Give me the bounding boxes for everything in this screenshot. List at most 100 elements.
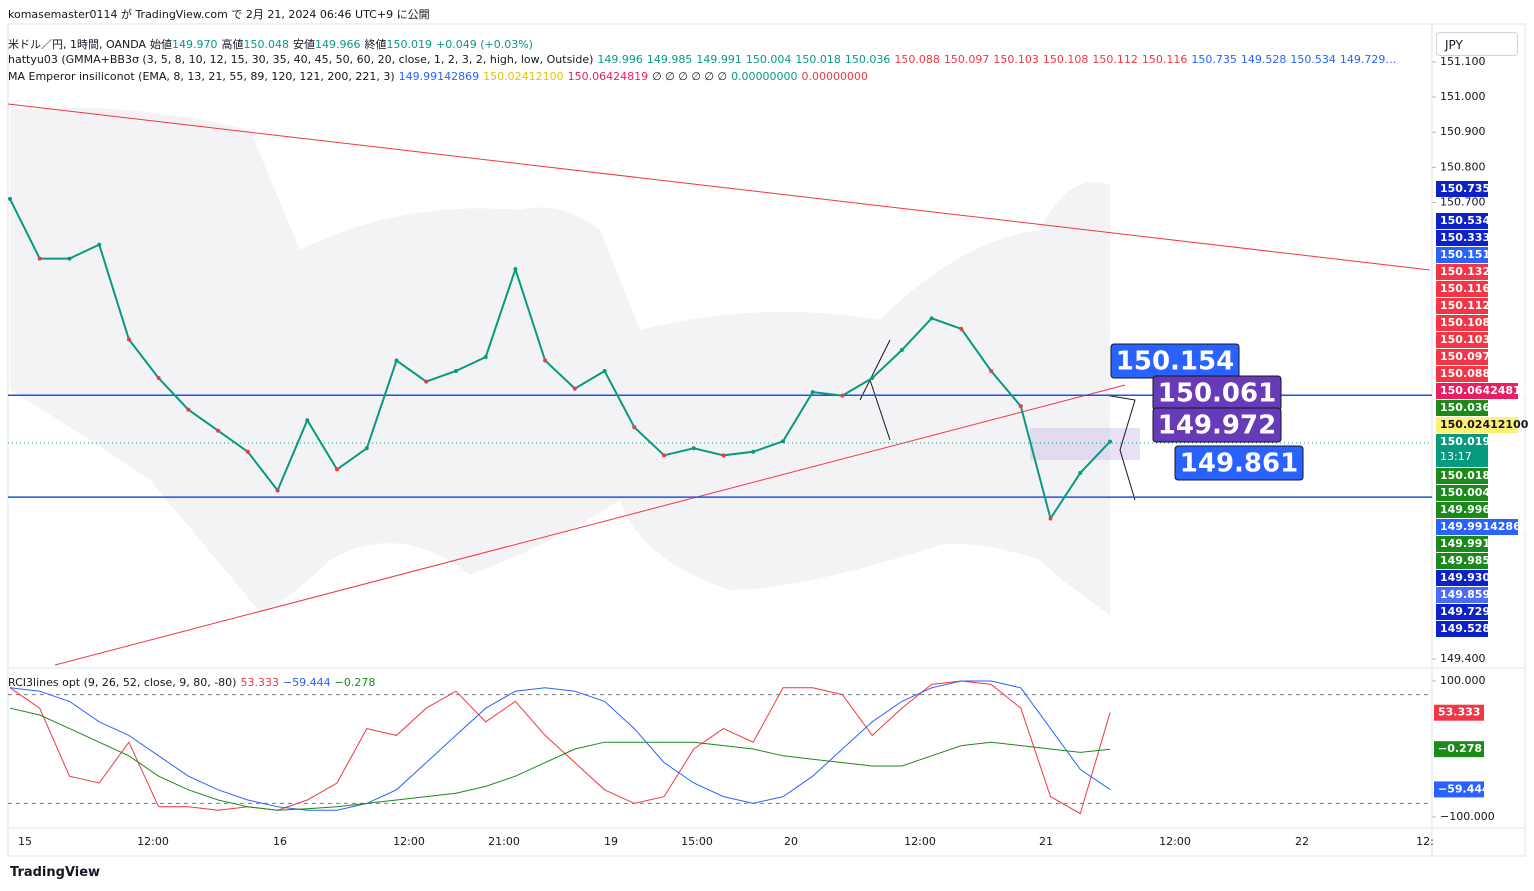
legend-line: RCI3lines opt (9, 26, 52, close, 9, 80, … [8,676,379,689]
price-point [394,358,399,363]
price-label-box [1436,587,1488,603]
time-label: 12:00 [904,835,936,848]
price-point [424,379,429,384]
price-label: 150.06424819 [1440,384,1528,397]
ohlc-label: 終値 [364,38,387,51]
y-tick-label: 151.100 [1440,55,1486,68]
price-point [721,453,726,458]
price-point [335,467,340,472]
rci-last-label: −0.278 [1438,742,1482,755]
price-label: 150.02412100 [1440,418,1529,431]
indicator-value: 150.06424819 [567,70,649,83]
rci-value: 53.333 [240,676,279,689]
price-label: 149.930 [1440,571,1490,584]
price-label: 150.004 [1440,486,1490,499]
countdown: 13:17 [1440,450,1472,463]
rci-last-box [1434,741,1484,758]
path-arrow [859,339,891,441]
time-label: 15 [18,835,32,848]
price-point [959,326,964,331]
price-label-box [1436,247,1488,263]
trendline [7,103,1431,271]
ohlc-value: 149.966 [315,38,361,51]
price-label: 150.097 [1440,350,1490,363]
indicator-value: 150.116 [1141,53,1188,66]
price-label: 149.99142869 [1440,520,1528,533]
price-point [513,267,518,272]
price-point [453,369,458,374]
time-label: 16 [273,835,287,848]
indicator-value: 150.036 [844,53,891,66]
y-tick-label: 151.000 [1440,90,1486,103]
price-label: 149.729 [1440,605,1490,618]
ohlc-label: 高値 [221,38,244,51]
price-point [840,393,845,398]
indicator-value: 150.097 [943,53,990,66]
price-label-box [1436,536,1488,552]
indicator-value: 150.02412100 [483,70,564,83]
rci-last-label: 53.333 [1438,706,1480,719]
change: +0.049 (+0.03%) [436,38,533,51]
price-label: 149.991 [1440,537,1490,550]
indicator-value: 150.735 [1191,53,1237,66]
indicator-value: 150.534 [1290,53,1336,66]
price-label-box [1436,281,1488,297]
callout-label: 149.861 [1180,449,1298,479]
price-point [37,256,42,261]
ohlc-value: 149.970 [172,38,218,51]
price-label: 149.996 [1440,503,1490,516]
rci-value: −0.278 [334,676,376,689]
price-point [156,376,161,381]
currency-selector[interactable]: JPY [1436,32,1518,56]
time-label: 12: [1416,835,1434,848]
price-label: 150.333 [1440,231,1490,244]
price-point [989,369,994,374]
price-label: 150.735 [1440,182,1490,195]
price-label: 150.534 [1440,214,1490,227]
price-point [245,449,250,454]
price-label-box [1436,417,1518,433]
rci-last-box [1434,781,1484,798]
rci-line [9,680,1111,815]
price-label: 150.103 [1440,333,1490,346]
price-point [1018,404,1023,409]
price-label-box [1436,332,1488,348]
indicator-value: 149.729… [1339,53,1397,66]
rci-line [9,680,1111,811]
price-label-box [1436,502,1488,518]
indicator-value: 150.108 [1042,53,1089,66]
indicator-value: 149.985 [646,53,693,66]
time-label: 12:00 [137,835,169,848]
callout-box [1174,445,1304,481]
ohlc-label: 始値 [150,38,173,51]
price-label: 149.528 [1440,622,1490,635]
time-label: 15:00 [681,835,713,848]
y-tick-label: 100.000 [1440,674,1486,687]
band-area [10,107,1110,615]
range-box [1030,428,1140,460]
price-point [632,425,637,430]
frame [7,23,1526,857]
price-point [8,196,12,201]
price-label-box [1436,298,1488,314]
y-tick-label: −100.000 [1440,810,1495,823]
indicator-value: ∅ ∅ ∅ ∅ ∅ ∅ [652,70,728,83]
indicator-value: 150.088 [894,53,940,66]
rci-last-label: −59.444 [1438,782,1490,795]
price-label-box [1436,349,1488,365]
indicator-value: 149.991 [696,53,742,66]
callout-label: 150.154 [1116,347,1234,377]
ohlc-value: 150.048 [243,38,290,51]
price-label: 150.018 [1440,469,1490,482]
path-arrow [1104,394,1136,501]
price-label-box [1436,434,1488,467]
price-label-box [1436,570,1488,586]
time-label: 21:00 [488,835,520,848]
price-point [275,488,280,493]
price-label: 149.985 [1440,554,1490,567]
time-label: 21 [1039,835,1053,848]
indicator-value: 149.528 [1240,53,1287,66]
price-label: 150.151 [1440,248,1490,261]
